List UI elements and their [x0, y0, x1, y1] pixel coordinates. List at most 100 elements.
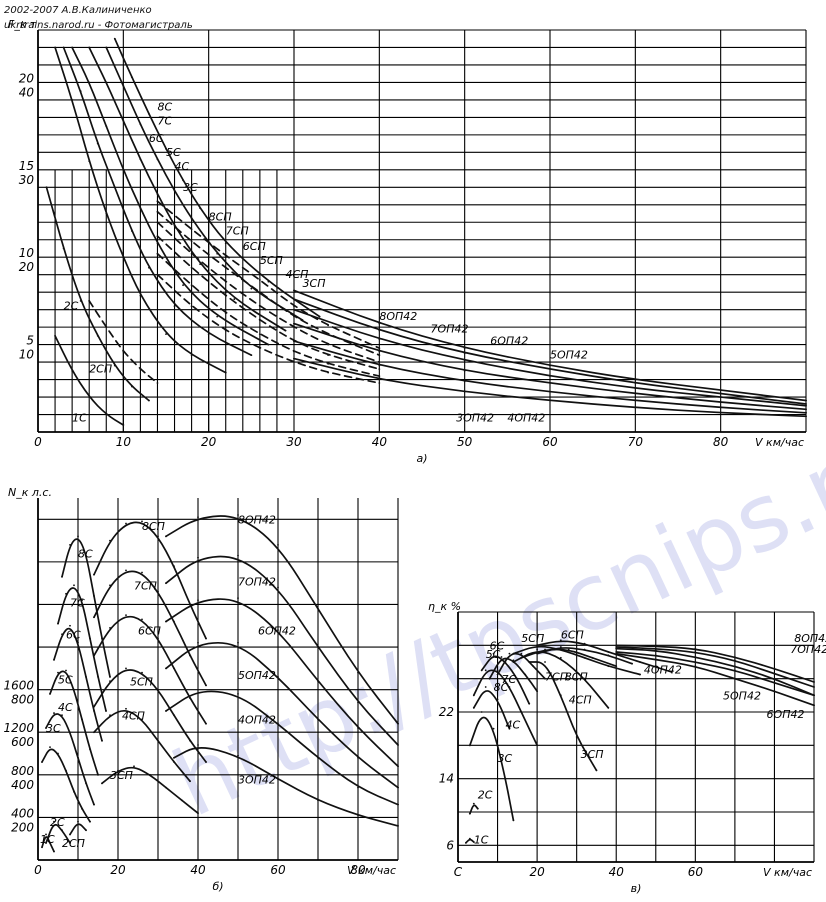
data-point-4оп42: [654, 654, 657, 657]
series-line-8оп42: [293, 289, 807, 402]
data-point-8сп: [205, 637, 207, 640]
data-point-8с: [113, 37, 116, 40]
data-point-8с: [77, 535, 79, 538]
series-line-7сп: [520, 648, 618, 668]
series-line-3с: [41, 748, 91, 823]
series-line-6оп42: [615, 647, 815, 697]
series-line-6с: [88, 46, 287, 332]
data-point-8сп: [631, 662, 633, 665]
series-line-1с: [465, 838, 475, 844]
data-point-5оп42: [317, 718, 319, 721]
data-point-4сп: [293, 350, 295, 353]
data-point-5с: [267, 343, 270, 346]
series-line-7с: [105, 46, 304, 321]
data-point-5сп: [205, 761, 207, 763]
y-tick-label: 14: [439, 772, 454, 786]
data-point-3сп: [595, 769, 598, 772]
data-point-4сп: [512, 661, 515, 663]
data-point-6с: [93, 710, 95, 712]
data-point-8оп42: [615, 644, 618, 647]
series-label-6оп42: 6ОП42: [490, 335, 528, 348]
y-axis-label: F_к т: [8, 18, 37, 31]
data-point-6оп42: [615, 647, 618, 650]
series-label-5оп42: 5ОП42: [238, 669, 276, 682]
series-label-7сп: 7СП: [134, 580, 157, 593]
data-point-8сп: [157, 535, 159, 538]
series-line-7сп: [156, 210, 381, 356]
data-point-3сп: [258, 347, 261, 350]
data-point-8оп42: [549, 364, 551, 367]
data-point-6с: [88, 46, 91, 49]
series-label-2с: 2С: [64, 300, 79, 313]
series-label-8сп: 8СП: [209, 211, 232, 224]
data-point-5с: [57, 671, 59, 674]
series-line-3оп42: [293, 357, 807, 418]
data-point-8с: [267, 280, 270, 283]
series-label-5оп42: 5ОП42: [550, 349, 588, 362]
data-point-5оп42: [293, 322, 295, 325]
data-point-3оп42: [805, 415, 807, 418]
series-label-4с: 4С: [58, 701, 73, 714]
y-tick-label-outer: 30: [19, 173, 35, 187]
data-point-4сп: [125, 707, 127, 710]
data-point-1с: [49, 842, 51, 844]
series-line-6оп42: [165, 598, 399, 768]
data-point-7сп: [189, 654, 191, 657]
data-point-3сп: [117, 769, 119, 772]
series-line-4с: [472, 690, 511, 730]
data-point-8оп42: [805, 399, 807, 402]
data-point-4оп42: [549, 390, 551, 393]
series-line-6сп: [93, 615, 207, 725]
data-point-4оп42: [293, 340, 295, 343]
data-point-3с: [73, 790, 75, 793]
data-point-7с: [216, 252, 219, 255]
data-point-4с: [207, 333, 210, 336]
data-point-5с: [49, 693, 51, 695]
data-point-2с: [148, 399, 150, 402]
data-point-6оп42: [237, 597, 239, 599]
data-point-5с: [105, 125, 108, 128]
data-point-6с: [105, 81, 108, 84]
x-tick-label: 80: [713, 435, 729, 449]
data-point-8оп42: [773, 667, 776, 670]
data-point-5сп: [173, 714, 175, 717]
data-point-3оп42: [317, 799, 319, 802]
data-point-8оп42: [378, 322, 381, 325]
data-point-6с: [233, 298, 236, 301]
data-point-8сп: [536, 652, 539, 655]
data-point-6с: [69, 624, 71, 627]
data-point-8сп: [607, 654, 610, 657]
data-point-6сп: [639, 661, 641, 663]
series-label-4с: 4С: [505, 719, 520, 732]
data-point-3сп: [224, 329, 227, 332]
data-point-4сп: [173, 761, 175, 763]
data-point-8с: [544, 677, 546, 680]
data-point-5с: [81, 718, 83, 721]
data-point-4с: [45, 727, 47, 729]
data-point-4с: [85, 782, 87, 785]
data-point-3с: [89, 820, 91, 823]
series-label-6оп42: 6ОП42: [767, 708, 805, 721]
data-point-8сп: [190, 228, 193, 231]
data-point-7оп42: [634, 382, 637, 384]
data-point-6сп: [258, 305, 261, 308]
series-label-7с: 7С: [157, 114, 172, 127]
data-point-6сп: [157, 637, 159, 640]
data-point-3с: [88, 160, 91, 162]
data-point-4сп: [327, 362, 330, 365]
series-line-8с: [113, 37, 321, 318]
data-point-5с: [65, 669, 67, 672]
data-point-6с: [77, 641, 79, 644]
data-point-3с: [71, 99, 74, 101]
data-point-3с: [165, 333, 167, 336]
data-point-4сп: [224, 312, 227, 315]
data-point-4с: [250, 354, 253, 356]
data-point-5оп42: [397, 786, 399, 789]
series-line-3сп: [528, 661, 598, 772]
data-point-5сп: [125, 667, 127, 670]
series-line-1с: [41, 836, 55, 853]
series-line-8с: [61, 538, 111, 678]
data-point-8сп: [559, 646, 562, 648]
series-label-8с: 8С: [157, 100, 172, 113]
data-point-8сп: [141, 520, 143, 523]
